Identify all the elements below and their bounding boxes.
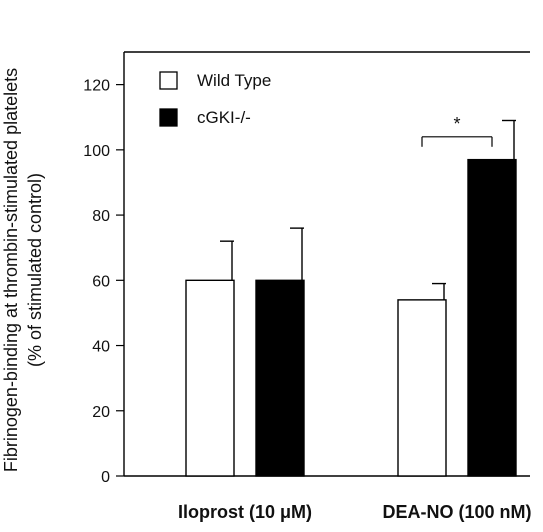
y-tick-label-4: 80 [92, 208, 110, 225]
legend-swatch-1 [159, 108, 178, 127]
bar-1-1 [467, 158, 517, 477]
legend-label-0: Wild Type [197, 71, 271, 90]
legend-swatch-0 [159, 71, 178, 90]
y-axis-title-line-2: (% of stimulated control) [25, 173, 45, 367]
legend-label-1: cGKI-/- [197, 108, 251, 127]
x-tick-label-0: Iloprost (10 μM) [178, 502, 312, 522]
bar-0-1 [397, 299, 447, 477]
y-tick-label-5: 100 [83, 143, 110, 160]
y-tick-label-1: 20 [92, 404, 110, 421]
bar-1-0 [255, 279, 305, 477]
x-tick-label-1: DEA-NO (100 nM) [382, 502, 531, 522]
y-tick-label-3: 60 [92, 273, 110, 290]
y-axis-title: Fibrinogen-binding at thrombin-stimulate… [1, 68, 45, 472]
bar-0-0 [185, 279, 235, 477]
y-axis-title-line-1: Fibrinogen-binding at thrombin-stimulate… [1, 68, 21, 472]
y-tick-label-0: 0 [101, 469, 110, 486]
plot-area: 0 20 40 60 80 100 120 Iloprost (10 μM) DEA-NO (1… [83, 51, 532, 522]
y-tick-label-2: 40 [92, 339, 110, 356]
y-tick-label-6: 120 [83, 78, 110, 95]
annotation-label-0: * [453, 114, 460, 134]
